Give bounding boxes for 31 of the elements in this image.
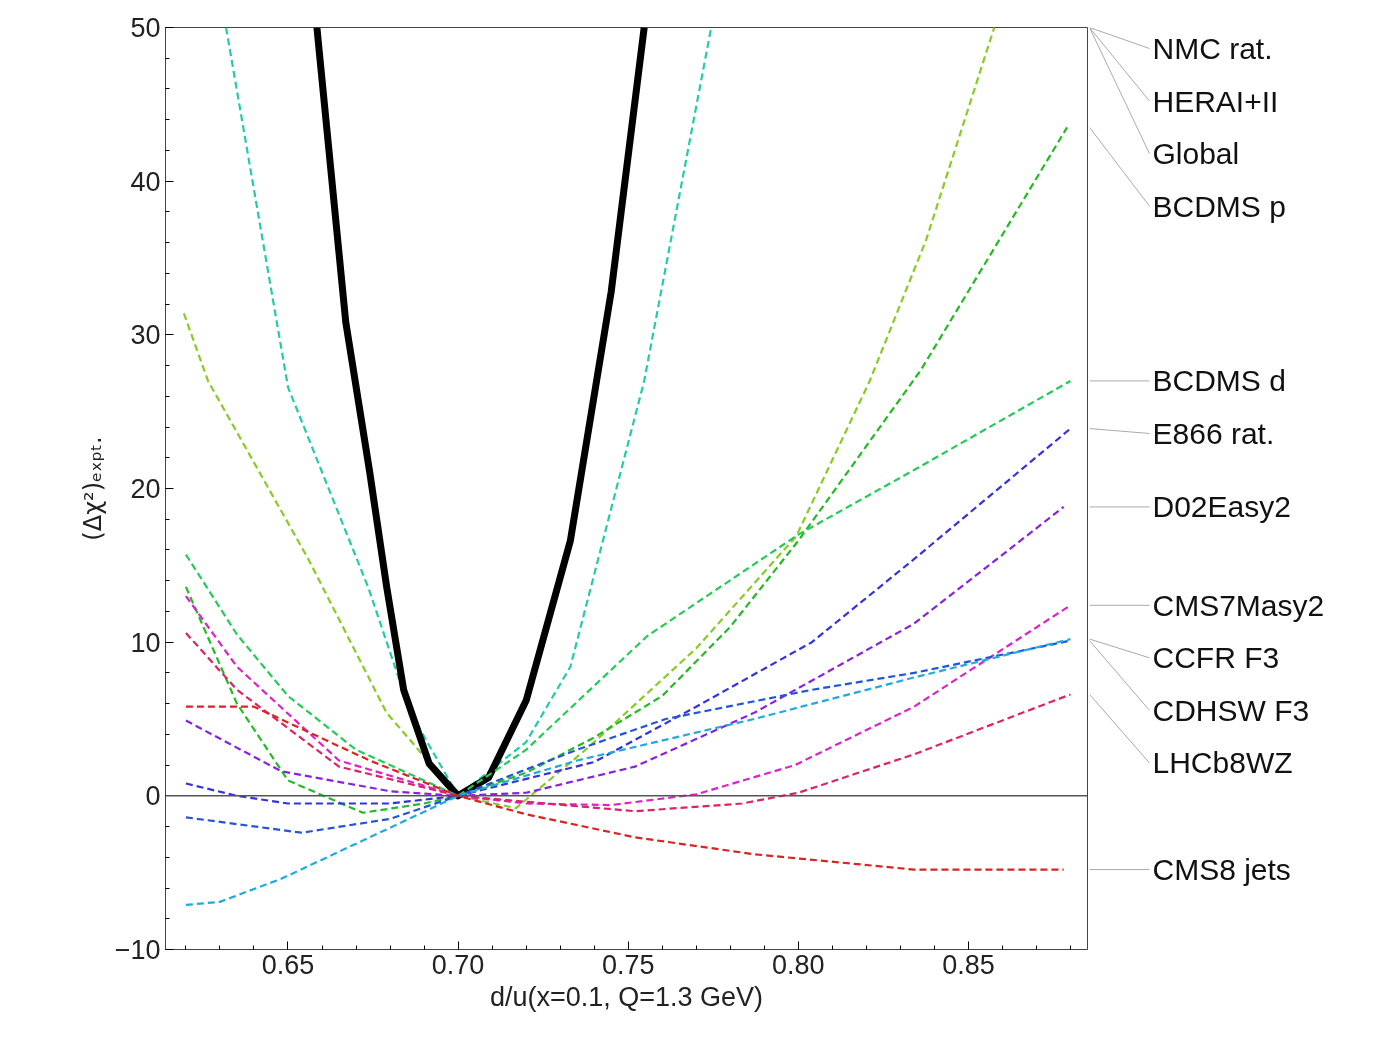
y-tick-label: 20 [130, 474, 161, 504]
x-tick-label: 0.80 [772, 949, 825, 980]
y-tick-label: −10 [114, 935, 161, 965]
x-tick-label: 0.75 [601, 949, 655, 980]
text: CMS8 jets [1152, 853, 1291, 887]
text: E866 rat. [1152, 416, 1275, 450]
y-tick-label: 0 [145, 781, 161, 812]
x-axis-title: d/u(x=0.1, Q=1.3 GeV) [489, 981, 764, 1012]
y-tick-label: 10 [130, 627, 161, 658]
x-tick-label: 0.70 [431, 949, 485, 980]
text: CMS7Masy2 [1152, 588, 1325, 622]
text: BCDMS p [1152, 189, 1286, 223]
text: CCFR F3 [1152, 641, 1280, 675]
line-series [184, 505, 1065, 797]
text: D02Easy2 [1152, 490, 1291, 524]
x-tick-label: 0.85 [942, 949, 995, 980]
x-tick-label: 0.65 [261, 949, 315, 980]
text: Global [1152, 137, 1240, 171]
line-series [184, 637, 1072, 907]
line-series [184, 705, 1065, 871]
text: CDHSW F3 [1152, 693, 1310, 727]
y-axis-title: (Δχ²)ₑₓₚₜ. [78, 436, 107, 541]
text: BCDMS d [1152, 364, 1286, 398]
text: NMC rat. [1152, 32, 1273, 66]
y-tick-label: 50 [130, 13, 161, 43]
line-series [182, 27, 996, 810]
line-series [184, 126, 1069, 814]
y-tick-label: 40 [130, 166, 161, 197]
text: LHCb8WZ [1152, 746, 1293, 780]
text: HERAI+II [1152, 84, 1279, 118]
y-tick-label: 30 [130, 320, 161, 351]
